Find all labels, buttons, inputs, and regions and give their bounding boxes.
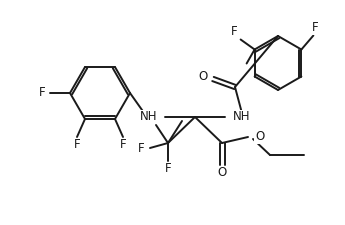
Text: O: O (255, 130, 264, 144)
Text: NH: NH (139, 110, 157, 124)
Text: O: O (217, 166, 227, 180)
Text: F: F (231, 25, 238, 38)
Text: F: F (39, 86, 45, 99)
Text: F: F (165, 162, 171, 176)
Text: F: F (120, 138, 126, 151)
Text: F: F (138, 142, 144, 155)
Text: F: F (74, 138, 80, 151)
Text: NH: NH (233, 110, 250, 124)
Text: F: F (312, 21, 319, 34)
Text: F: F (151, 110, 157, 122)
Text: O: O (198, 70, 208, 83)
